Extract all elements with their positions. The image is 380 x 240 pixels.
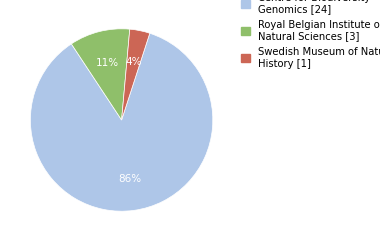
Text: 4%: 4% — [125, 57, 142, 67]
Wedge shape — [71, 29, 130, 120]
Legend: Centre for Biodiversity
Genomics [24], Royal Belgian Institute of
Natural Scienc: Centre for Biodiversity Genomics [24], R… — [241, 0, 380, 69]
Text: 11%: 11% — [95, 58, 119, 67]
Text: 86%: 86% — [118, 174, 141, 184]
Wedge shape — [122, 29, 150, 120]
Wedge shape — [30, 33, 213, 211]
